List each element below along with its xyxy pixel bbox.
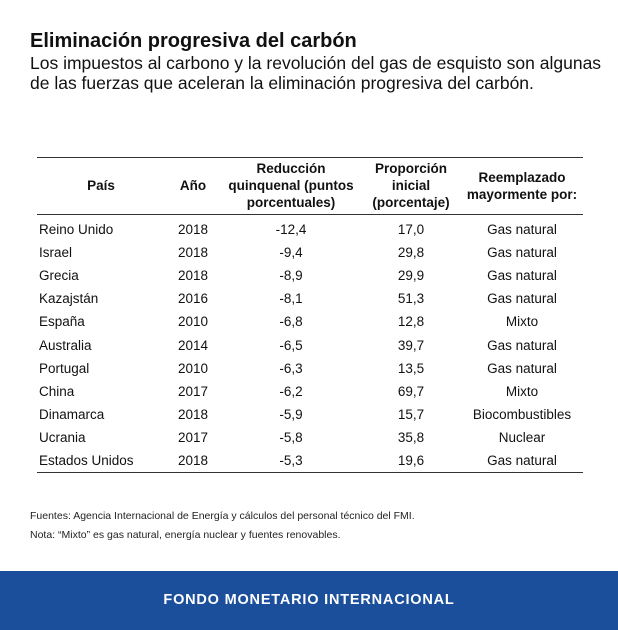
replacement-cell: Biocombustibles — [472, 406, 572, 422]
reduction-cell: -5,3 — [279, 452, 303, 468]
reduction-cell: -8,1 — [279, 291, 303, 307]
initial-share-cell: 39,7 — [397, 337, 425, 353]
column-header: Proporción inicial (porcentaje) — [372, 161, 450, 210]
reduction-cell: -5,8 — [279, 429, 303, 445]
initial-share-cell: 35,8 — [397, 429, 425, 445]
year-cell: 2017 — [177, 383, 209, 399]
reduction-cell: -9,4 — [279, 245, 303, 261]
year-cell: 2018 — [177, 268, 209, 284]
reduction-cell: -6,5 — [279, 337, 303, 353]
table-body: Reino Unido 2018 -12,4 17,0 Gas natural Israe… — [37, 215, 583, 473]
year-cell: 2014 — [177, 337, 209, 353]
replacement-cell: Gas natural — [487, 360, 557, 376]
sources-note: Fuentes: Agencia Internacional de Energí… — [30, 510, 415, 522]
year-cell: 2018 — [177, 406, 209, 422]
country-cell: Portugal — [39, 360, 90, 376]
year-cell: 2018 — [177, 222, 209, 238]
replacement-cell: Gas natural — [487, 245, 557, 261]
country-cell: Ucrania — [39, 429, 86, 445]
table-row: Portugal 2010 -6,3 13,5 Gas natural — [37, 357, 583, 380]
reduction-cell: -8,9 — [279, 268, 303, 284]
table-row: Israel 2018 -9,4 29,8 Gas natural — [37, 241, 583, 264]
country-cell: Grecia — [39, 268, 79, 284]
reduction-cell: -5,9 — [279, 406, 303, 422]
country-cell: Kazajstán — [39, 291, 99, 307]
column-header: Reemplazado mayormente por: — [466, 169, 578, 202]
data-table: País Año Reducción quinquenal (puntos po… — [37, 157, 583, 473]
year-cell: 2018 — [177, 452, 209, 468]
footer-label: FONDO MONETARIO INTERNACIONAL — [163, 592, 455, 608]
reduction-cell: -12,4 — [275, 222, 307, 238]
country-cell: Israel — [39, 245, 73, 261]
replacement-cell: Gas natural — [487, 291, 557, 307]
table-row: Kazajstán 2016 -8,1 51,3 Gas natural — [37, 287, 583, 310]
reduction-cell: -6,3 — [279, 360, 303, 376]
year-cell: 2010 — [177, 360, 209, 376]
initial-share-cell: 51,3 — [397, 291, 425, 307]
country-cell: Dinamarca — [39, 406, 105, 422]
country-cell: España — [39, 314, 85, 330]
year-cell: 2017 — [177, 429, 209, 445]
definition-note: Nota: “Mixto” es gas natural, energía nu… — [30, 529, 341, 541]
year-cell: 2016 — [177, 291, 209, 307]
country-cell: Reino Unido — [39, 222, 114, 238]
initial-share-cell: 15,7 — [397, 406, 425, 422]
replacement-cell: Gas natural — [487, 268, 557, 284]
initial-share-cell: 13,5 — [397, 360, 425, 376]
initial-share-cell: 29,9 — [397, 268, 425, 284]
footer-banner: FONDO MONETARIO INTERNACIONAL — [0, 571, 618, 630]
replacement-cell: Mixto — [505, 314, 539, 330]
table-row: Australia 2014 -6,5 39,7 Gas natural — [37, 333, 583, 356]
table-row: Grecia 2018 -8,9 29,9 Gas natural — [37, 264, 583, 287]
initial-share-cell: 29,8 — [397, 245, 425, 261]
replacement-cell: Gas natural — [487, 337, 557, 353]
replacement-cell: Gas natural — [487, 452, 557, 468]
column-header: Reducción quinquenal (puntos porcentuale… — [228, 161, 354, 210]
notes: Fuentes: Agencia Internacional de Energí… — [30, 507, 605, 545]
chart-subtitle: Los impuestos al carbono y la revolución… — [30, 53, 602, 93]
initial-share-cell: 19,6 — [397, 452, 425, 468]
reduction-cell: -6,2 — [279, 383, 303, 399]
table-row: Ucrania 2017 -5,8 35,8 Nuclear — [37, 426, 583, 449]
country-cell: China — [39, 383, 75, 399]
initial-share-cell: 69,7 — [397, 383, 425, 399]
table-row: Reino Unido 2018 -12,4 17,0 Gas natural — [37, 215, 583, 242]
table-row: China 2017 -6,2 69,7 Mixto — [37, 380, 583, 403]
table-row: España 2010 -6,8 12,8 Mixto — [37, 310, 583, 333]
replacement-cell: Gas natural — [487, 222, 557, 238]
column-header: País — [87, 178, 115, 193]
table-row: Estados Unidos 2018 -5,3 19,6 Gas natural — [37, 449, 583, 473]
table-row: Dinamarca 2018 -5,9 15,7 Biocombustibles — [37, 403, 583, 426]
initial-share-cell: 17,0 — [397, 222, 425, 238]
reduction-cell: -6,8 — [279, 314, 303, 330]
table-header-row: País Año Reducción quinquenal (puntos po… — [37, 157, 583, 215]
replacement-cell: Nuclear — [498, 429, 546, 445]
chart-title: Eliminación progresiva del carbón — [30, 30, 357, 52]
column-header: Año — [179, 178, 207, 193]
replacement-cell: Mixto — [505, 383, 539, 399]
initial-share-cell: 12,8 — [397, 314, 425, 330]
year-cell: 2018 — [177, 245, 209, 261]
country-cell: Australia — [39, 337, 92, 353]
country-cell: Estados Unidos — [39, 452, 134, 468]
year-cell: 2010 — [177, 314, 209, 330]
